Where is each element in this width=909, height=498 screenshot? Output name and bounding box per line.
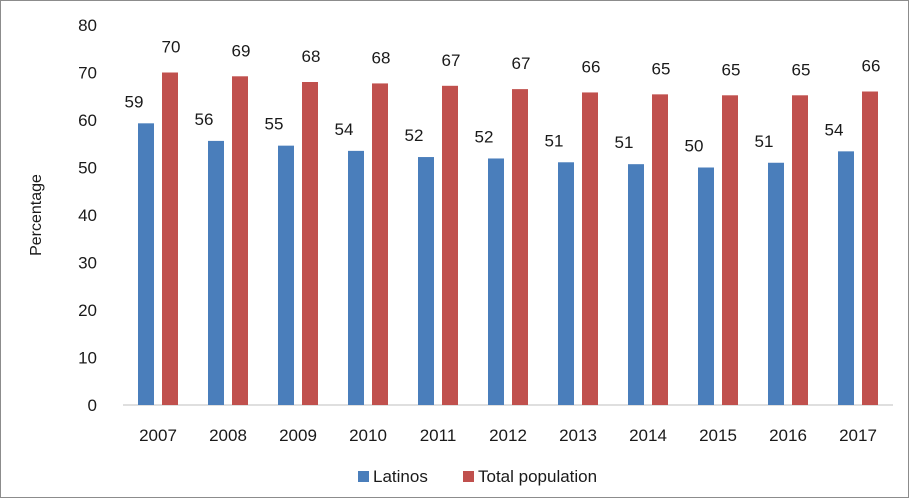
y-axis-ticks: 0 10 20 30 40 50 60 70 80: [78, 16, 97, 415]
data-label-total-population-2017: 66: [862, 57, 881, 76]
x-tick-label: 2008: [209, 426, 247, 445]
data-label-latinos-2009: 55: [265, 115, 284, 134]
y-tick-label: 40: [78, 206, 97, 225]
bar-total-population-2011: [442, 85, 458, 406]
y-tick-label: 50: [78, 159, 97, 178]
bar-total-population-2013: [582, 92, 598, 405]
x-tick-label: 2009: [279, 426, 317, 445]
x-tick-label: 2013: [559, 426, 597, 445]
bar-latinos-2015: [698, 167, 714, 405]
bar-latinos-2016: [768, 162, 784, 405]
data-label-latinos-2013: 51: [545, 131, 564, 150]
bar-latinos-2013: [558, 162, 574, 405]
x-tick-label: 2007: [139, 426, 177, 445]
x-tick-label: 2012: [489, 426, 527, 445]
x-tick-label: 2016: [769, 426, 807, 445]
data-label-latinos-2011: 52: [405, 126, 424, 145]
bar-latinos-2017: [838, 151, 854, 405]
bar-total-population-2017: [862, 91, 878, 405]
data-label-latinos-2014: 51: [615, 133, 634, 152]
data-label-latinos-2007: 59: [125, 92, 144, 111]
data-label-latinos-2012: 52: [475, 127, 494, 146]
bar-total-population-2008: [232, 76, 248, 406]
bar-latinos-2009: [278, 145, 294, 405]
bar-total-population-2012: [512, 89, 528, 405]
data-label-latinos-2017: 54: [825, 120, 844, 139]
data-labels: 59 70 56 69 55 68 54 68 52 67 52 67 51 66 51 65 50 65 51 65…: [125, 38, 881, 156]
data-label-total-population-2007: 70: [162, 38, 181, 57]
y-tick-label: 10: [78, 349, 97, 368]
bar-latinos-2014: [628, 164, 644, 405]
legend-label-latinos: Latinos: [373, 467, 428, 486]
data-label-latinos-2016: 51: [755, 132, 774, 151]
bar-latinos-2010: [348, 150, 364, 405]
bar-total-population-2015: [722, 95, 738, 406]
x-tick-label: 2014: [629, 426, 667, 445]
bar-latinos-2012: [488, 158, 504, 405]
bar-total-population-2009: [302, 82, 318, 405]
y-tick-label: 20: [78, 301, 97, 320]
bar-latinos-2008: [208, 140, 224, 405]
bar-total-population-2016: [792, 95, 808, 406]
y-tick-label: 70: [78, 64, 97, 83]
bar-latinos-2007: [138, 123, 154, 405]
y-tick-label: 60: [78, 111, 97, 130]
x-tick-label: 2010: [349, 426, 387, 445]
data-label-total-population-2011: 67: [442, 51, 461, 70]
data-label-latinos-2015: 50: [685, 137, 704, 156]
y-axis-title: Percentage: [28, 174, 45, 256]
data-label-total-population-2010: 68: [372, 48, 391, 67]
legend-label-total-population: Total population: [478, 467, 597, 486]
y-tick-label: 0: [88, 396, 97, 415]
data-label-total-population-2016: 65: [792, 60, 811, 79]
data-label-total-population-2014: 65: [652, 59, 671, 78]
data-label-total-population-2015: 65: [722, 60, 741, 79]
bar-total-population-2007: [162, 72, 178, 405]
data-label-total-population-2012: 67: [512, 54, 531, 73]
data-label-total-population-2013: 66: [582, 57, 601, 76]
data-label-latinos-2008: 56: [195, 110, 214, 129]
bar-total-population-2014: [652, 94, 668, 405]
bar-latinos-2011: [418, 157, 434, 405]
data-label-total-population-2008: 69: [232, 41, 251, 60]
data-label-latinos-2010: 54: [335, 120, 354, 139]
y-axis-label: Percentage: [28, 174, 45, 256]
legend-swatch-latinos: [358, 471, 369, 482]
x-tick-label: 2011: [420, 426, 457, 445]
data-label-total-population-2009: 68: [302, 47, 321, 66]
legend: Latinos Total population: [358, 467, 597, 486]
x-tick-label: 2017: [839, 426, 877, 445]
y-tick-label: 80: [78, 16, 97, 35]
bar-total-population-2010: [372, 83, 388, 406]
x-tick-label: 2015: [699, 426, 737, 445]
legend-swatch-total-population: [463, 471, 474, 482]
y-tick-label: 30: [78, 254, 97, 273]
bars: [138, 72, 878, 406]
x-axis-ticks: 2007 2008 2009 2010 2011 2012 2013 2014 2015 2016…: [139, 426, 877, 445]
